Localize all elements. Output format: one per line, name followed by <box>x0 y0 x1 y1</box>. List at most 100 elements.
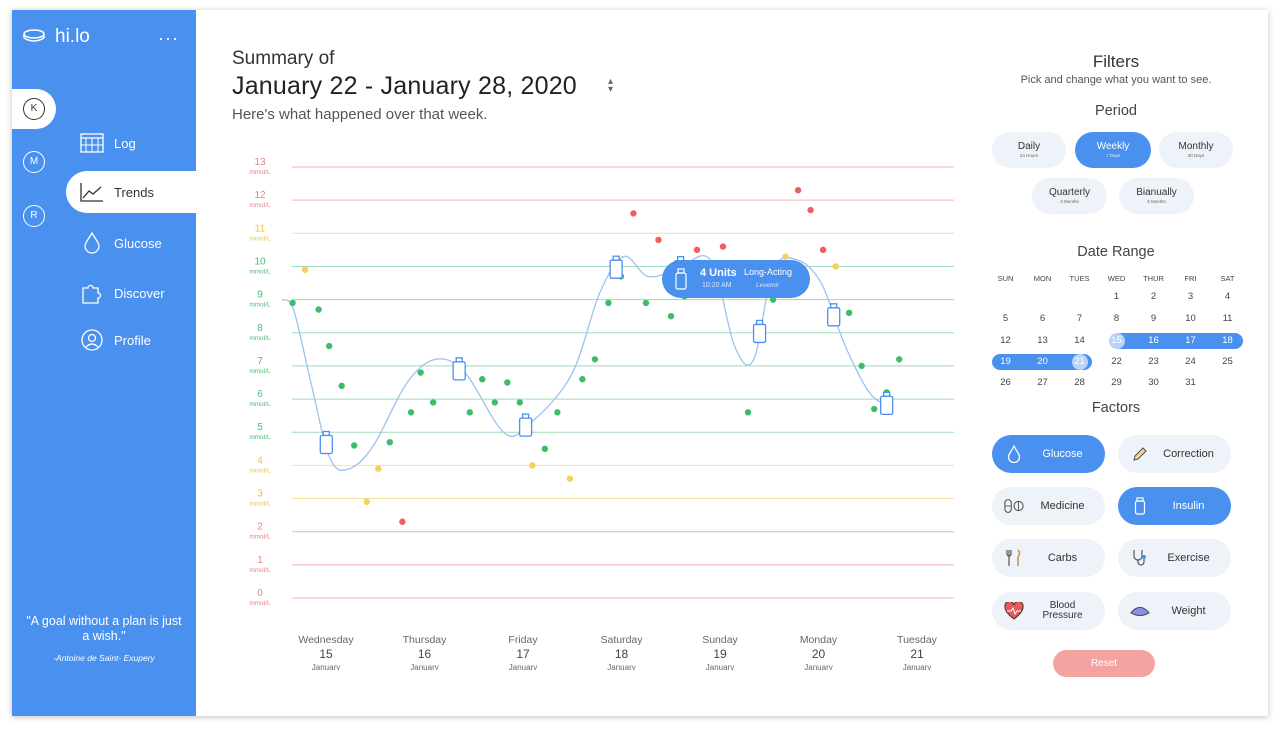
factor-carbs-button[interactable]: Carbs <box>992 539 1105 577</box>
factor-insulin-button[interactable]: Insulin <box>1118 487 1231 525</box>
sidebar-item-trends[interactable]: Trends <box>80 177 154 207</box>
calendar-day[interactable]: 28 <box>1061 374 1098 392</box>
heart-icon <box>1004 601 1024 621</box>
motivational-quote: "A goal without a plan is just a wish." <box>26 614 182 643</box>
factor-label: Weight <box>1171 605 1206 617</box>
day-number: 8 <box>1113 313 1120 324</box>
period-weekly-button[interactable]: Weekly 7 Days <box>1075 132 1151 168</box>
day-number: 30 <box>1148 377 1159 388</box>
calendar-day[interactable]: 9 <box>1135 310 1172 328</box>
period-monthly-button[interactable]: Monthly 30 Days <box>1159 132 1233 168</box>
user-avatar-m[interactable]: M <box>23 151 45 173</box>
glucose-point <box>399 518 406 525</box>
factor-correction-button[interactable]: Correction <box>1118 435 1231 473</box>
calendar-day[interactable]: 11 <box>1209 310 1246 328</box>
insulin-trend-line <box>281 254 889 471</box>
day-number: 28 <box>1074 377 1085 388</box>
sidebar-item-glucose[interactable]: Glucose <box>80 228 162 258</box>
y-tick-label: 10 <box>254 256 266 267</box>
calendar-day[interactable]: 22 <box>1098 353 1135 371</box>
calendar-day[interactable]: 16 <box>1135 332 1172 350</box>
x-month-label: January <box>903 663 931 670</box>
period-label: Bianually <box>1136 187 1177 198</box>
period-sub-label: 24 Hours <box>1019 153 1039 158</box>
calendar-day[interactable]: 2 <box>1135 288 1172 306</box>
reset-button[interactable]: Reset <box>1053 650 1155 677</box>
insulin-tooltip[interactable]: 4 Units 10:20 AM Long-Acting Levemir <box>662 260 810 298</box>
calendar-day[interactable]: 31 <box>1172 374 1209 392</box>
user-avatar-k[interactable]: K <box>23 98 45 120</box>
calendar-day[interactable]: 30 <box>1135 374 1172 392</box>
glucose-point <box>895 356 903 363</box>
user-avatar-r[interactable]: R <box>23 205 45 227</box>
calendar-day[interactable]: 15 <box>1098 332 1135 350</box>
glucose-point <box>351 442 358 449</box>
day-number: 24 <box>1185 356 1196 367</box>
tooltip-insulin-kind: Long-Acting <box>744 267 793 277</box>
factor-weight-button[interactable]: Weight <box>1118 592 1231 630</box>
sidebar-item-discover[interactable]: Discover <box>80 278 165 308</box>
x-date-label: 20 <box>812 647 826 661</box>
period-label: Quarterly <box>1048 187 1091 198</box>
calendar-day[interactable]: 23 <box>1135 353 1172 371</box>
calendar-day[interactable]: 6 <box>1024 310 1061 328</box>
calendar-day[interactable]: 10 <box>1172 310 1209 328</box>
glucose-point <box>807 206 814 214</box>
day-number: 11 <box>1222 313 1233 324</box>
y-tick-label: 8 <box>257 323 263 334</box>
calendar-day[interactable]: 7 <box>1061 310 1098 328</box>
period-daily-button[interactable]: Daily 24 Hours <box>992 132 1066 168</box>
factor-medicine-button[interactable]: Medicine <box>992 487 1105 525</box>
period-quarterly-button[interactable]: Quarterly 3 Months <box>1032 178 1107 214</box>
calendar-day[interactable]: 12 <box>987 332 1024 350</box>
calendar-day[interactable]: 17 <box>1172 332 1209 350</box>
chevron-updown-icon[interactable]: ▴ ▾ <box>608 76 614 95</box>
page-subtitle: Here's what happened over that week. <box>232 106 488 123</box>
calendar-day[interactable]: 14 <box>1061 332 1098 350</box>
y-unit-label: mmol/L <box>249 202 271 209</box>
sidebar-item-profile[interactable]: Profile <box>80 325 151 355</box>
weekday-header: MON <box>1033 274 1052 283</box>
calendar-day[interactable]: 21 <box>1061 353 1098 371</box>
calendar-day[interactable]: 18 <box>1209 332 1246 350</box>
x-day-label: Sunday <box>702 634 738 646</box>
glucose-point <box>642 299 650 307</box>
y-unit-label: mmol/L <box>249 235 271 242</box>
calendar-day[interactable]: 25 <box>1209 353 1246 371</box>
calendar-day[interactable]: 26 <box>987 374 1024 392</box>
sidebar-item-label: Discover <box>114 285 165 301</box>
insulin-vial-icon <box>609 255 623 279</box>
calendar-day[interactable]: 13 <box>1024 332 1061 350</box>
droplet-icon <box>80 231 104 255</box>
day-number: 20 <box>1037 356 1048 367</box>
pills-icon <box>1004 496 1024 516</box>
calendar-day[interactable]: 3 <box>1172 288 1209 306</box>
calendar-day[interactable]: 4 <box>1209 288 1246 306</box>
sidebar-item-log[interactable]: Log <box>80 128 136 158</box>
more-options-button[interactable]: ··· <box>158 28 179 48</box>
calendar-day[interactable]: 19 <box>987 353 1024 371</box>
calendar-day[interactable]: 1 <box>1098 288 1135 306</box>
calendar-day[interactable]: 5 <box>987 310 1024 328</box>
y-tick-label: 4 <box>257 455 263 466</box>
calendar-day[interactable]: 27 <box>1024 374 1061 392</box>
day-number: 17 <box>1185 335 1196 346</box>
date-selection-range <box>992 354 1092 370</box>
calendar-day[interactable]: 8 <box>1098 310 1135 328</box>
calendar-day[interactable]: 29 <box>1098 374 1135 392</box>
calendar-day[interactable]: 20 <box>1024 353 1061 371</box>
day-number: 14 <box>1074 335 1085 346</box>
day-number: 13 <box>1037 335 1048 346</box>
factor-glucose-button[interactable]: Glucose <box>992 435 1105 473</box>
day-number: 7 <box>1076 313 1083 324</box>
sidebar-item-label: Profile <box>114 332 151 348</box>
app-logo[interactable]: hi.lo <box>23 26 90 48</box>
glucose-point <box>338 382 345 390</box>
period-bianually-button[interactable]: Bianually 6 Months <box>1119 178 1194 214</box>
period-label: Monthly <box>1178 141 1214 152</box>
factor-blood-pressure-button[interactable]: Blood Pressure <box>992 592 1105 630</box>
factor-exercise-button[interactable]: Exercise <box>1118 539 1231 577</box>
calendar-day[interactable]: 24 <box>1172 353 1209 371</box>
puzzle-icon <box>80 281 104 305</box>
insulin-vial-icon <box>518 413 533 437</box>
